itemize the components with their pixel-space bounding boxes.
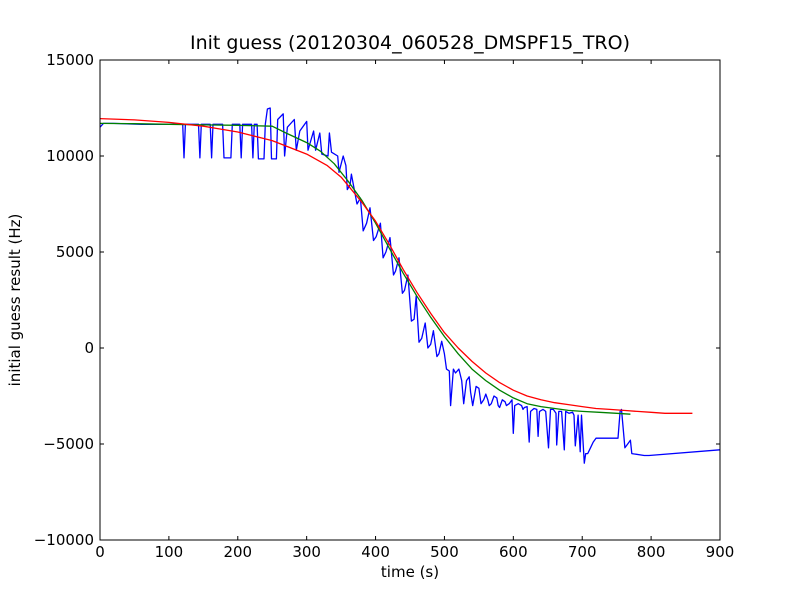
x-tick-label: 700 — [568, 543, 597, 561]
series-line-3 — [100, 117, 693, 414]
x-tick-label: 600 — [499, 543, 528, 561]
y-tick-label: 0 — [84, 339, 94, 357]
y-axis-label: initial guess result (Hz) — [6, 214, 24, 387]
series-layer — [100, 107, 720, 464]
x-tick-label: 800 — [637, 543, 666, 561]
x-tick-label: 900 — [706, 543, 735, 561]
chart-title: Init guess (20120304_060528_DMSPF15_TRO) — [190, 32, 630, 54]
y-tick-label: −5000 — [43, 435, 94, 453]
x-tick-label: 0 — [95, 543, 105, 561]
x-tick-label: 200 — [223, 543, 252, 561]
x-tick-label: 400 — [361, 543, 390, 561]
x-tick-label: 500 — [430, 543, 459, 561]
tick-layer: 0 100 200 300 400 500 600 700 800 900 −10000 −5000 0… — [34, 51, 735, 561]
x-tick-label: 100 — [155, 543, 184, 561]
series-line-2 — [100, 122, 631, 415]
y-tick-label: 5000 — [56, 243, 94, 261]
y-tick-label: 10000 — [46, 147, 94, 165]
series-line-1 — [100, 107, 720, 464]
plot-frame — [99, 59, 721, 541]
y-tick-label: 15000 — [46, 51, 94, 69]
y-tick-label: −10000 — [34, 531, 94, 549]
x-tick-label: 300 — [292, 543, 321, 561]
x-axis-label: time (s) — [381, 563, 439, 581]
